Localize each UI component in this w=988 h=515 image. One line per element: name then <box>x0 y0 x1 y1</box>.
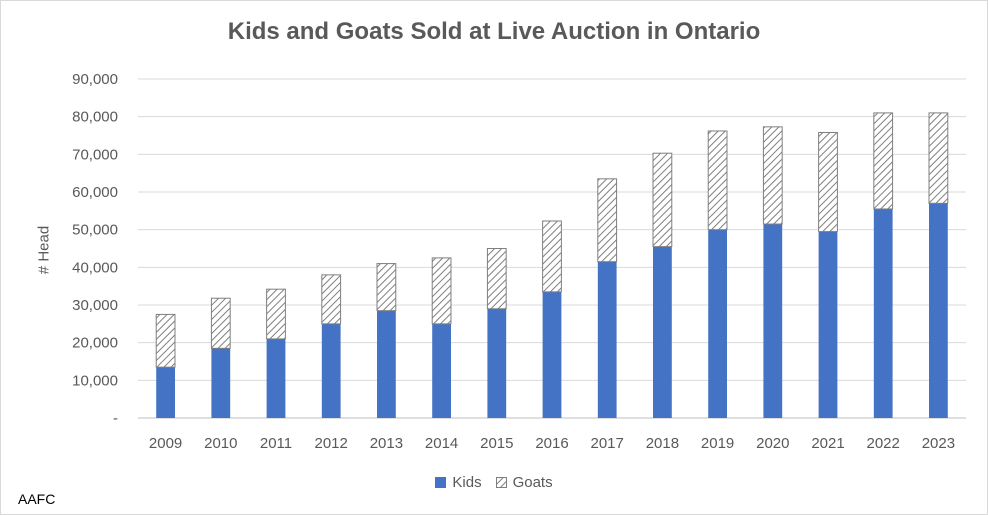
y-tick-label: 40,000 <box>72 259 118 276</box>
legend-item-kids: Kids <box>435 474 482 491</box>
bar-kids-2010 <box>211 348 231 418</box>
bar-kids-2018 <box>653 246 672 418</box>
bar-kids-2019 <box>708 229 727 418</box>
bar-goats-2017 <box>597 178 618 263</box>
y-tick-label: 50,000 <box>72 222 118 239</box>
x-tick-label: 2009 <box>149 435 182 452</box>
bar-goats-2019 <box>707 130 728 231</box>
bar-goats-2012 <box>321 274 342 325</box>
x-tick-label: 2020 <box>756 435 789 452</box>
bar-kids-2009 <box>156 367 175 418</box>
bar-kids-2020 <box>763 224 783 418</box>
bar-kids-2017 <box>597 261 617 418</box>
bar-goats-2011 <box>266 288 286 340</box>
bar-goats-2023 <box>928 112 949 204</box>
bar-goats-2020 <box>762 126 783 225</box>
legend: Kids Goats <box>0 474 988 491</box>
chart-title: Kids and Goats Sold at Live Auction in O… <box>227 18 761 45</box>
bar-kids-2022 <box>873 208 893 418</box>
bar-goats-2021 <box>818 131 838 233</box>
y-tick-label: 90,000 <box>72 71 118 88</box>
y-tick-label: 80,000 <box>72 109 118 126</box>
y-tick-label: 60,000 <box>72 184 118 201</box>
y-tick-label: 70,000 <box>72 146 118 163</box>
bar-kids-2012 <box>321 323 341 418</box>
x-tick-label: 2018 <box>646 435 679 452</box>
y-axis-ticks: - 10,000 20,000 30,000 40,000 50,000 60,000 70,… <box>72 71 118 427</box>
bar-kids-2021 <box>818 231 838 418</box>
x-tick-label: 2017 <box>591 435 624 452</box>
bar-kids-2013 <box>377 310 396 418</box>
bars <box>155 112 949 418</box>
x-tick-label: 2023 <box>922 435 955 452</box>
bar-goats-2022 <box>873 112 894 210</box>
bar-kids-2011 <box>266 338 286 418</box>
x-tick-label: 2010 <box>204 435 237 452</box>
bar-goats-2009 <box>155 313 176 368</box>
legend-swatch-kids <box>435 477 447 488</box>
legend-label-kids: Kids <box>452 474 482 491</box>
legend-label-goats: Goats <box>512 474 553 491</box>
bar-kids-2023 <box>929 203 948 418</box>
bar-goats-2014 <box>431 257 452 325</box>
x-tick-label: 2015 <box>480 435 513 452</box>
bar-goats-2016 <box>542 220 562 293</box>
x-tick-label: 2021 <box>811 435 844 452</box>
x-tick-label: 2013 <box>370 435 403 452</box>
bar-goats-2010 <box>210 297 231 349</box>
y-tick-label: 20,000 <box>72 335 118 352</box>
bar-goats-2018 <box>652 152 673 248</box>
x-tick-label: 2012 <box>315 435 348 452</box>
bar-goats-2015 <box>486 248 507 310</box>
x-tick-label: 2022 <box>867 435 900 452</box>
legend-item-goats: Goats <box>495 474 553 491</box>
bar-kids-2016 <box>542 291 562 418</box>
y-tick-label: - <box>113 410 118 427</box>
x-tick-label: 2016 <box>535 435 568 452</box>
x-tick-label: 2011 <box>260 435 292 452</box>
source-label: AAFC <box>18 491 56 507</box>
bar-kids-2014 <box>432 323 451 418</box>
x-tick-label: 2019 <box>701 435 734 452</box>
y-tick-label: 10,000 <box>72 372 118 389</box>
bar-kids-2015 <box>487 308 507 418</box>
bar-goats-2013 <box>376 263 397 312</box>
x-axis-ticks: 2009 2010 2011 2012 2013 2014 2015 2016 2017 2018… <box>149 435 955 452</box>
x-tick-label: 2014 <box>425 435 458 452</box>
y-tick-label: 30,000 <box>72 297 118 314</box>
legend-swatch-goats <box>495 477 507 488</box>
